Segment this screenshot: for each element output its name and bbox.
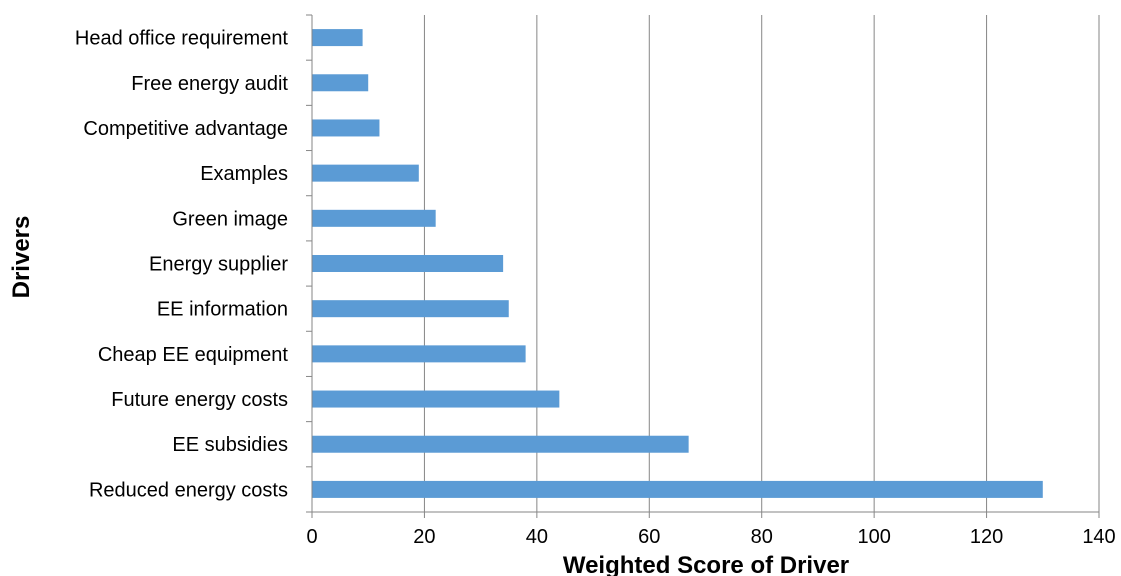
category-label: Examples: [200, 163, 288, 185]
bar: [312, 255, 504, 272]
x-tick-label: 80: [751, 526, 773, 548]
category-label: Energy supplier: [149, 254, 288, 276]
bars: [312, 29, 1043, 498]
bar: [312, 29, 363, 47]
category-label: Competitive advantage: [83, 118, 288, 140]
axes: [306, 14, 1100, 518]
bar: [312, 435, 689, 453]
x-axis-title: Weighted Score of Driver: [563, 552, 849, 576]
bar: [312, 480, 1043, 498]
x-tick-label: 40: [526, 526, 548, 548]
bar: [312, 345, 526, 363]
category-label: EE subsidies: [172, 434, 288, 456]
bar: [312, 119, 380, 137]
category-label: Cheap EE equipment: [98, 344, 289, 366]
bar: [312, 300, 509, 318]
bar: [312, 74, 369, 92]
y-axis-title: Drivers: [8, 216, 35, 299]
gridlines: [423, 15, 1100, 512]
category-label: EE information: [157, 299, 288, 321]
x-tick-label: 0: [306, 526, 317, 548]
bar: [312, 164, 419, 182]
tick-labels: 0 20 40 60 80 100 120 140 Reduced energy costs EE…: [75, 28, 1116, 548]
x-tick-label: 140: [1082, 526, 1115, 548]
x-tick-label: 100: [857, 526, 890, 548]
bar: [312, 209, 436, 227]
x-tick-label: 120: [970, 526, 1003, 548]
category-label: Reduced energy costs: [89, 479, 288, 501]
x-tick-label: 20: [413, 526, 435, 548]
category-label: Free energy audit: [131, 73, 288, 95]
category-label: Green image: [172, 208, 288, 230]
category-label: Future energy costs: [111, 389, 288, 411]
bar: [312, 390, 560, 408]
category-label: Head office requirement: [75, 28, 289, 50]
x-tick-label: 60: [638, 526, 660, 548]
